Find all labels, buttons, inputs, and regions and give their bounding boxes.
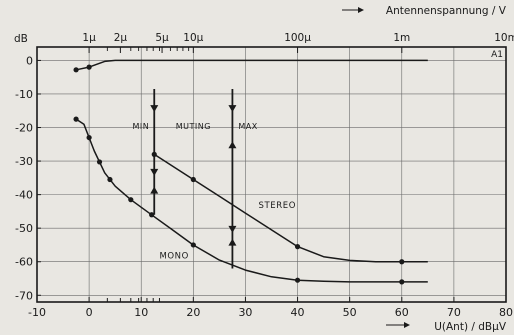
grid <box>37 47 506 302</box>
data-point <box>190 176 196 183</box>
muting-min-label: MIN <box>133 122 150 131</box>
y-tick-label: -10 <box>15 88 33 101</box>
data-point <box>73 116 79 122</box>
top-tick-label: 10µ <box>183 32 203 44</box>
y-axis-label: dB <box>14 33 28 45</box>
y-tick-label: -30 <box>15 155 33 168</box>
data-point <box>73 67 79 73</box>
x-tick-label: -10 <box>28 306 46 319</box>
data-point <box>86 134 92 141</box>
x-tick-label: 50 <box>343 306 357 319</box>
data-point <box>399 259 405 265</box>
x-tick-label: 10 <box>134 306 148 319</box>
x-axis-label: U(Ant) / dBµV <box>434 321 507 333</box>
x-tick-label: 40 <box>291 306 305 319</box>
muting-arrow-down <box>228 105 237 113</box>
data-point <box>294 244 301 250</box>
x-tick-label: 30 <box>238 306 252 319</box>
top-tick-label: 100µ <box>284 32 311 44</box>
x-tick-label: 70 <box>447 306 461 319</box>
muting-arrow-down <box>150 168 159 176</box>
top-tick-label: 10m <box>494 32 514 44</box>
series-annotation: STEREO <box>258 201 296 211</box>
series-line <box>75 59 428 71</box>
data-point <box>399 279 405 285</box>
data-point <box>107 176 113 183</box>
muting-title-label: MUTING <box>176 122 211 131</box>
muting-arrow-up <box>228 238 237 246</box>
top-tick-label: 1µ <box>82 32 96 44</box>
muting-max-label: MAX <box>238 122 257 131</box>
axes: 0 -10 -20 -30 -40 -50 -60 -70 -10 0 10 20 30 40 50 60 70… <box>15 32 514 319</box>
muting-arrow-down <box>150 105 159 113</box>
x-tick-label: 20 <box>186 306 200 319</box>
series-annotation: MONO <box>159 251 188 261</box>
data-point <box>294 277 301 283</box>
series-layer <box>73 59 428 285</box>
data-point <box>149 212 155 218</box>
series-line <box>153 153 428 263</box>
top-tick-label: 5µ <box>155 32 169 44</box>
label-layer: dB Antennenspannung / V U(Ant) / dBµV A1 MIN… <box>14 5 507 333</box>
data-point <box>86 64 92 70</box>
muting-arrow-up <box>228 141 237 149</box>
top-tick-label: 1m <box>393 32 410 44</box>
y-tick-label: -50 <box>15 222 33 235</box>
muting-arrow-up <box>150 186 159 194</box>
data-point <box>96 159 103 165</box>
corner-label: A1 <box>491 50 503 60</box>
x-tick-label: 60 <box>395 306 409 319</box>
muting-markers <box>150 88 237 269</box>
y-tick-label: 0 <box>26 54 33 67</box>
top-axis-label: Antennenspannung / V <box>386 5 507 17</box>
plot-frame <box>36 46 507 303</box>
y-tick-label: -60 <box>15 256 33 269</box>
y-tick-label: -40 <box>15 189 33 202</box>
muting-arrow-down <box>228 225 237 233</box>
data-point <box>128 197 134 203</box>
x-tick-label: 0 <box>86 306 93 319</box>
x-axis-arrow-head <box>404 322 410 328</box>
top-tick-label: 2µ <box>114 32 128 44</box>
x-tick-label: 80 <box>499 306 513 319</box>
top-axis-arrow-head <box>358 7 364 13</box>
y-tick-label: -70 <box>15 289 33 302</box>
data-point <box>190 242 196 248</box>
y-tick-label: -20 <box>15 122 33 135</box>
